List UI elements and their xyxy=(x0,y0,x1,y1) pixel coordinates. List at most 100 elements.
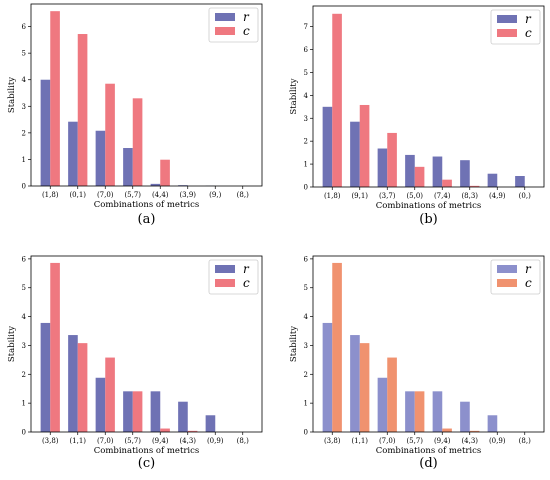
legend-swatch-r xyxy=(215,265,235,273)
y-tick-label: 2 xyxy=(304,371,308,379)
x-tick-label: (7,4) xyxy=(434,192,451,200)
legend: rc xyxy=(490,259,541,295)
bar-c-4 xyxy=(160,159,170,186)
bar-r-3 xyxy=(405,154,415,187)
y-tick-label: 0 xyxy=(22,429,26,437)
x-tick-label: (9,4) xyxy=(152,437,169,445)
x-tick-label: (4,3) xyxy=(461,437,478,445)
bar-c-1 xyxy=(77,34,88,186)
x-axis-title: Combinations of metrics xyxy=(94,200,200,210)
legend-swatch-c xyxy=(215,279,235,287)
chart-panel-d: 0 1 2 3 4 5 6 (3,8) (1,1) (7,0) (5,7) (9,4) (4,3) (0,… xyxy=(289,255,545,471)
bar-c-3 xyxy=(132,391,143,432)
y-tick-label: 1 xyxy=(304,161,308,169)
x-tick-label: (0,) xyxy=(519,192,531,200)
panel-caption: (d) xyxy=(419,456,437,471)
legend-swatch-c xyxy=(497,29,517,37)
y-tick-label: 1 xyxy=(22,400,26,408)
bar-r-3 xyxy=(405,391,415,432)
y-tick-label: 4 xyxy=(304,313,309,321)
y-tick-label: 4 xyxy=(22,76,27,84)
bar-r-2 xyxy=(377,377,388,432)
y-axis-title: Stability xyxy=(289,326,299,362)
x-tick-label: (9,1) xyxy=(351,192,368,200)
legend-label-c: c xyxy=(243,276,250,290)
x-tick-label: (0,9) xyxy=(207,437,224,445)
x-tick-label: (5,0) xyxy=(406,192,423,200)
bar-r-1 xyxy=(350,335,360,432)
x-tick-label: (7,0) xyxy=(97,191,114,199)
bar-c-3 xyxy=(414,166,425,187)
bar-c-5 xyxy=(187,430,198,432)
bar-c-0 xyxy=(332,13,342,188)
y-tick-label: 5 xyxy=(304,284,308,292)
bar-c-2 xyxy=(105,357,115,432)
y-tick-label: 3 xyxy=(304,115,308,123)
bar-r-4 xyxy=(432,156,443,187)
legend-label-c: c xyxy=(525,276,532,290)
bar-r-1 xyxy=(68,335,78,432)
x-tick-label: (8,3) xyxy=(461,192,478,200)
bar-c-5 xyxy=(469,185,480,187)
legend-label-c: c xyxy=(243,24,250,38)
chart-panel-c: 0 1 2 3 4 5 6 (3,8) (1,1) (7,0) (5,7) (9,4) (4,3) (0,… xyxy=(7,255,263,471)
bar-r-2 xyxy=(95,130,106,186)
y-tick-label: 2 xyxy=(22,129,26,137)
y-tick-label: 2 xyxy=(22,371,26,379)
x-tick-label: (3,7) xyxy=(379,192,396,200)
bar-c-3 xyxy=(414,391,425,432)
x-tick-label: (0,1) xyxy=(69,191,86,199)
x-axis-title: Combinations of metrics xyxy=(94,446,200,456)
x-tick-label: (1,1) xyxy=(351,437,368,445)
panel-caption: (b) xyxy=(419,212,437,227)
bar-r-6 xyxy=(205,415,216,432)
x-tick-label: (5,7) xyxy=(406,437,423,445)
bar-c-2 xyxy=(105,83,115,186)
x-tick-label: (5,7) xyxy=(124,191,141,199)
bar-r-6 xyxy=(487,173,498,187)
x-tick-label: (9,4) xyxy=(434,437,451,445)
bar-c-1 xyxy=(359,343,370,432)
x-tick-label: (5,7) xyxy=(124,437,141,445)
bar-c-4 xyxy=(442,179,452,187)
bar-r-2 xyxy=(377,148,388,187)
chart-panel-b: 0 1 2 3 4 5 6 7 (1,8) (9,1) (3,7) (5,0) (7,4) (8,3) (4… xyxy=(289,5,545,227)
legend: rc xyxy=(208,259,259,295)
x-tick-label: (4,9) xyxy=(489,192,506,200)
x-tick-label: (8,) xyxy=(519,437,531,445)
bar-c-0 xyxy=(332,262,342,432)
y-tick-label: 3 xyxy=(304,342,308,350)
legend-swatch-r xyxy=(215,13,235,21)
legend-swatch-c xyxy=(215,27,235,35)
panel-caption: (a) xyxy=(138,212,156,227)
x-tick-label: (7,0) xyxy=(379,437,396,445)
bar-c-3 xyxy=(132,98,143,186)
bar-r-3 xyxy=(123,391,133,432)
y-tick-label: 3 xyxy=(22,103,26,111)
chart-panel-a: 0 1 2 3 4 5 6 (1,8) (0,1) (7,0) (5,7) (4,4) (3,9) (9,… xyxy=(7,3,263,227)
bar-r-4 xyxy=(150,391,161,432)
bar-r-1 xyxy=(350,121,360,187)
legend: rc xyxy=(490,9,541,45)
x-tick-label: (1,8) xyxy=(42,191,59,199)
x-tick-label: (4,4) xyxy=(152,191,169,199)
x-tick-label: (1,1) xyxy=(69,437,86,445)
bar-r-2 xyxy=(95,377,106,432)
y-tick-label: 0 xyxy=(304,184,308,192)
y-tick-label: 6 xyxy=(22,255,27,263)
legend-swatch-r xyxy=(497,265,517,273)
x-tick-label: (9,) xyxy=(209,191,221,199)
y-tick-label: 5 xyxy=(22,50,26,58)
bar-r-5 xyxy=(460,160,470,187)
y-tick-label: 5 xyxy=(304,69,308,77)
y-tick-label: 4 xyxy=(304,92,309,100)
bar-r-4 xyxy=(432,391,443,432)
y-tick-label: 4 xyxy=(22,313,27,321)
x-axis-title: Combinations of metrics xyxy=(376,446,482,456)
plot-frame xyxy=(312,5,545,188)
x-tick-label: (7,0) xyxy=(97,437,114,445)
panel-caption: (c) xyxy=(138,456,155,471)
legend-label-r: r xyxy=(525,262,532,276)
bar-r-0 xyxy=(322,322,333,432)
bar-c-1 xyxy=(77,343,88,432)
